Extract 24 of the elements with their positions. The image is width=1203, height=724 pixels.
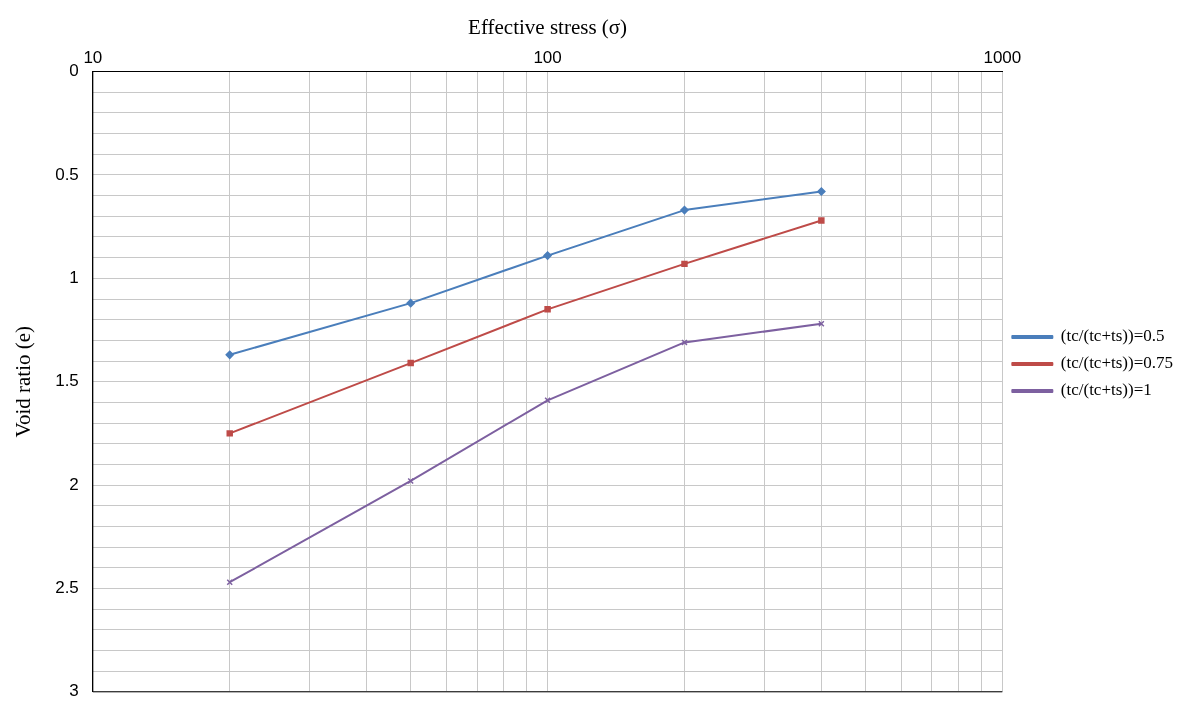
point xyxy=(680,205,689,215)
y-tick-label: 1.5 xyxy=(55,371,79,391)
legend-label: (tc/(tc+ts))=0.5 xyxy=(1060,326,1165,346)
point xyxy=(818,217,825,224)
x-tick-label: 10 xyxy=(83,48,103,68)
point xyxy=(544,306,551,313)
legend-label: (tc/(tc+ts))=0.75 xyxy=(1060,353,1173,373)
x-axis-title: Effective stress (σ) xyxy=(468,15,628,40)
y-tick-label: 1 xyxy=(69,268,79,288)
y-tick-label: 0 xyxy=(69,61,79,81)
point xyxy=(681,339,688,346)
y-tick-label: 2 xyxy=(69,474,79,494)
y-tick-label: 2.5 xyxy=(55,578,79,598)
x-tick-label: 1000 xyxy=(983,48,1022,68)
y-axis-title: Void ratio (e) xyxy=(11,325,36,438)
point xyxy=(543,251,552,260)
y-tick-label: 3 xyxy=(69,681,79,701)
x-tick-label: 100 xyxy=(533,48,562,68)
y-tick-label: 0.5 xyxy=(55,164,79,184)
point xyxy=(681,260,688,268)
point xyxy=(407,359,414,367)
point xyxy=(406,298,415,308)
legend-label: (tc/(tc+ts))=1 xyxy=(1060,380,1152,400)
point xyxy=(817,187,826,196)
